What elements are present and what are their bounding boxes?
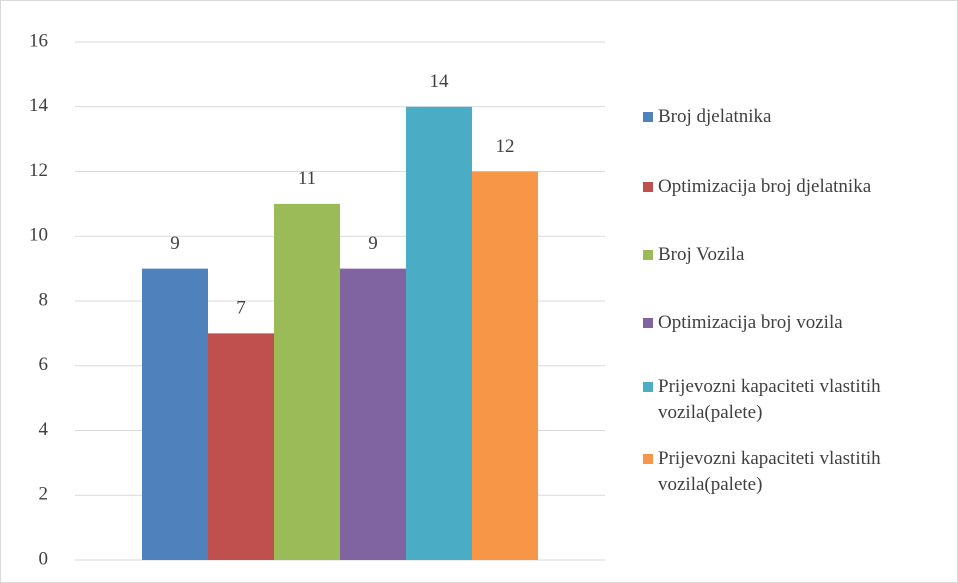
- y-tick-label: 14: [29, 95, 49, 116]
- bar: [340, 268, 406, 560]
- legend-item: Prijevozni kapaciteti vlastitih vozila(p…: [643, 374, 953, 426]
- legend-item: Broj Vozila: [643, 242, 953, 268]
- legend-label: Broj djelatnika: [658, 106, 772, 127]
- legend-swatch: [643, 454, 653, 464]
- y-tick-label: 16: [29, 30, 48, 51]
- data-label: 9: [170, 233, 180, 254]
- legend-item: Prijevozni kapaciteti vlastitih vozila(p…: [643, 446, 953, 498]
- legend-swatch: [643, 182, 653, 192]
- legend-item: Optimizacija broj vozila: [643, 310, 953, 336]
- data-label: 9: [368, 233, 378, 254]
- y-tick-label: 8: [39, 289, 49, 310]
- legend-swatch: [643, 382, 653, 392]
- y-tick-label: 12: [29, 160, 48, 181]
- bar: [142, 268, 208, 560]
- bar: [406, 106, 472, 560]
- bar: [208, 333, 274, 560]
- y-tick-label: 10: [29, 225, 48, 246]
- y-tick-label: 6: [39, 354, 49, 375]
- y-tick-label: 2: [39, 484, 49, 505]
- legend-item: Optimizacija broj djelatnika: [643, 174, 953, 200]
- legend-label: Prijevozni kapaciteti vlastitih vozila(p…: [658, 376, 881, 423]
- y-tick-label: 4: [39, 419, 49, 440]
- legend-swatch: [643, 318, 653, 328]
- legend-swatch: [643, 112, 653, 122]
- legend-label: Optimizacija broj vozila: [658, 312, 843, 333]
- y-tick-label: 0: [39, 548, 49, 569]
- legend-label: Optimizacija broj djelatnika: [658, 176, 872, 197]
- data-label: 11: [298, 168, 316, 189]
- legend-item: Broj djelatnika: [643, 104, 953, 130]
- legend-swatch: [643, 250, 653, 260]
- data-label: 7: [236, 298, 246, 319]
- legend-label: Broj Vozila: [658, 244, 745, 265]
- bar: [472, 171, 538, 560]
- data-label: 14: [430, 71, 450, 92]
- legend-label: Prijevozni kapaciteti vlastitih vozila(p…: [658, 448, 881, 495]
- bar: [274, 203, 340, 560]
- data-label: 12: [496, 136, 515, 157]
